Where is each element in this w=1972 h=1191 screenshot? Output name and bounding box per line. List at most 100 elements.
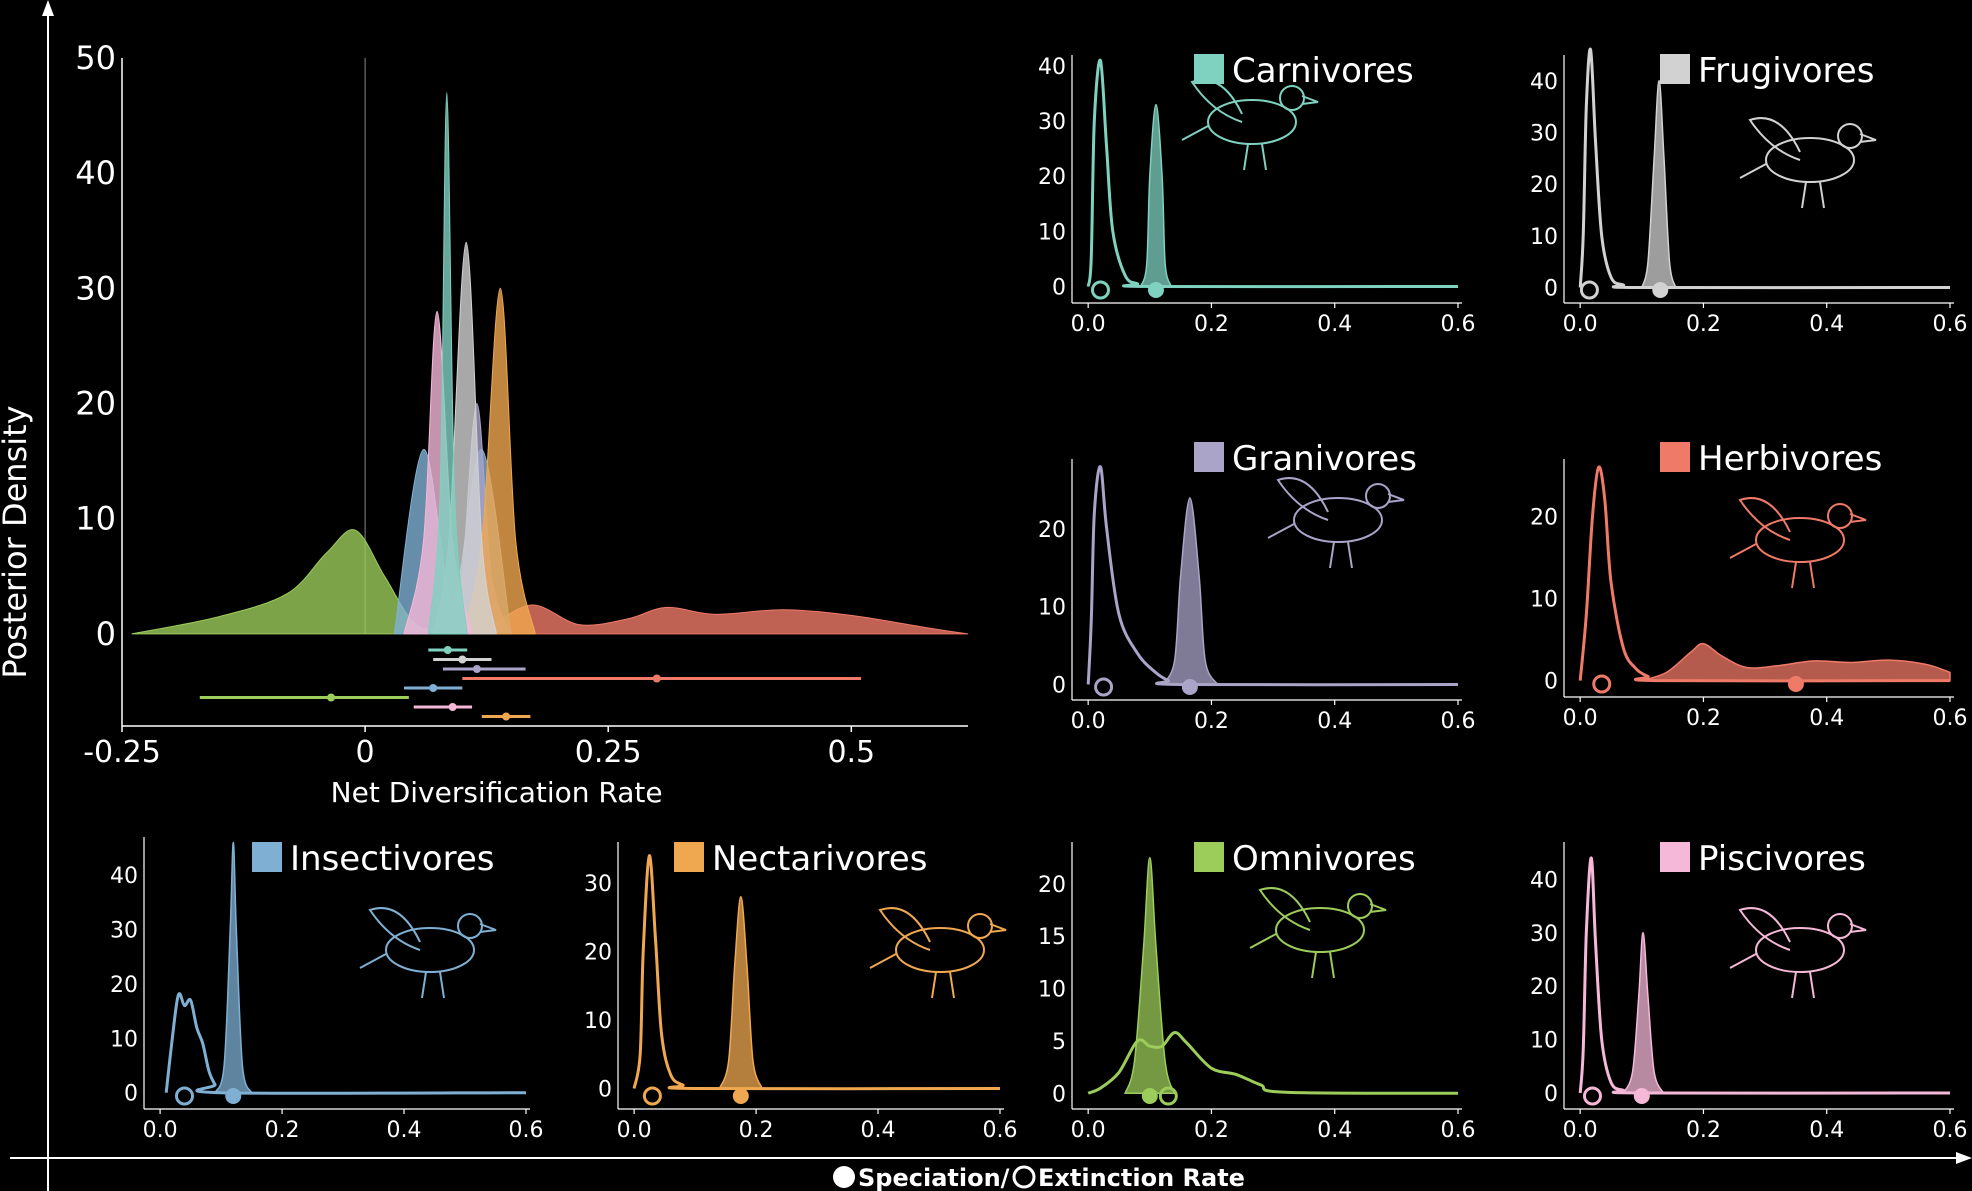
speciation-density <box>718 896 764 1090</box>
panel-y-tick-label: 30 <box>110 918 138 943</box>
panel-y-tick-label: 30 <box>1038 110 1066 135</box>
panel-omnivores: 0.0 0.2 0.4 0.6 0 5 10 15 20 Omnivores <box>1038 839 1476 1143</box>
insectivores-bird-icon <box>359 907 497 999</box>
panel-title: Granivores <box>1232 439 1417 479</box>
net-diversification-chart: -0.25 0 0.25 0.5 0 10 20 30 40 50 Net Diversificat… <box>75 39 969 809</box>
bird-body <box>385 927 475 973</box>
interval-median-granivores <box>472 665 481 673</box>
speciation-median-marker <box>1787 676 1804 692</box>
panel-y-tick-label: 40 <box>1530 70 1558 95</box>
main-y-tick-label: 40 <box>75 154 116 192</box>
legend-swatch <box>1194 54 1224 84</box>
legend-swatch <box>1660 442 1690 472</box>
speciation-median-marker <box>1147 282 1164 298</box>
panel-x-tick-label: 0.2 <box>1686 1118 1721 1143</box>
bird-beak <box>479 923 497 933</box>
bird-legs-tail <box>1181 125 1267 171</box>
panel-x-tick-label: 0.6 <box>983 1118 1018 1143</box>
bird-head <box>1365 483 1391 509</box>
bird-beak <box>989 923 1007 933</box>
bird-body <box>1207 99 1297 145</box>
panel-y-tick-label: 10 <box>110 1027 138 1052</box>
bird-beak <box>1301 95 1319 105</box>
legend-swatch <box>1194 842 1224 872</box>
panel-y-tick-label: 20 <box>1038 518 1066 543</box>
speciation-median-marker <box>1652 282 1669 298</box>
bird-wing <box>1190 79 1243 123</box>
legend-swatch <box>1660 842 1690 872</box>
bird-head <box>1837 123 1863 149</box>
legend-swatch <box>252 842 282 872</box>
bird-legs-tail <box>1729 543 1815 589</box>
panel-title: Insectivores <box>290 839 494 879</box>
panel-y-tick-label: 40 <box>110 864 138 889</box>
panel-x-tick-label: 0.0 <box>617 1118 652 1143</box>
nectarivores-bird-icon <box>869 907 1007 999</box>
panel-insectivores: 0.0 0.2 0.4 0.6 0 10 20 30 40 Insectivores <box>110 837 544 1143</box>
panel-title: Herbivores <box>1698 439 1882 479</box>
legend-swatch <box>674 842 704 872</box>
extinction-density <box>1578 465 1951 683</box>
speciation-median-marker <box>732 1088 749 1104</box>
speciation-density <box>1160 497 1219 686</box>
speciation-median-marker <box>1141 1088 1158 1104</box>
panel-nectarivores: 0.0 0.2 0.4 0.6 0 10 20 30 Nectarivores <box>584 839 1018 1143</box>
main-y-tick-label: 10 <box>75 500 116 538</box>
bird-head <box>457 913 483 939</box>
panel-title: Carnivores <box>1232 51 1414 91</box>
bird-wing <box>368 907 421 951</box>
interval-median-piscivores <box>448 703 457 711</box>
bird-legs-tail <box>1739 163 1825 209</box>
bird-beak <box>1387 493 1405 503</box>
panel-y-tick-label: 0 <box>1544 670 1558 695</box>
legend-swatch <box>1660 54 1690 84</box>
extinction-density <box>1086 58 1459 289</box>
panel-x-tick-label: 0.6 <box>1441 1118 1476 1143</box>
panel-y-tick-label: 20 <box>1530 975 1558 1000</box>
bird-legs-tail <box>1249 933 1335 979</box>
panel-x-tick-label: 0.6 <box>1441 709 1476 734</box>
speciation-density <box>1622 932 1665 1094</box>
main-y-tick-label: 30 <box>75 269 116 307</box>
panel-y-tick-label: 30 <box>1530 122 1558 147</box>
panel-x-tick-label: 0.0 <box>1071 312 1106 337</box>
omnivores-bird-icon <box>1249 887 1387 979</box>
bird-legs-tail <box>1267 523 1353 569</box>
extinction-median-marker <box>1592 674 1612 694</box>
extinction-median-marker <box>642 1086 662 1106</box>
extinction-median-marker <box>1090 280 1110 300</box>
panel-y-tick-label: 40 <box>1038 55 1066 80</box>
panel-x-tick-label: 0.6 <box>1933 1118 1968 1143</box>
speciation-median-marker <box>225 1088 242 1104</box>
main-y-tick-label: 20 <box>75 385 116 423</box>
extinction-median-marker <box>1158 1086 1178 1106</box>
bird-head <box>1827 913 1853 939</box>
panel-y-tick-label: 0 <box>124 1082 138 1107</box>
panel-x-tick-label: 0.2 <box>1194 312 1229 337</box>
guild-panels: 0.0 0.2 0.4 0.6 0 10 20 30 40 Carnivores 0.0 0.2 0.4… <box>110 47 1968 1143</box>
bird-wing <box>1258 887 1311 931</box>
extinction-density <box>164 992 527 1095</box>
speciation-filled-circle-icon <box>833 1166 855 1188</box>
panel-x-tick-label: 0.2 <box>1194 1118 1229 1143</box>
bird-legs-tail <box>1729 953 1815 999</box>
panel-y-tick-label: 0 <box>1052 1082 1066 1107</box>
main-y-tick-label: 0 <box>96 615 116 653</box>
bird-beak <box>1849 923 1867 933</box>
extinction-density <box>1578 47 1951 290</box>
extinction-median-marker <box>1579 280 1599 300</box>
interval-median-nectarivores <box>502 712 511 721</box>
extinction-median-marker <box>174 1086 194 1106</box>
bird-body <box>1765 137 1855 183</box>
global-axes <box>10 0 1972 1191</box>
interval-median-omnivores <box>327 693 336 702</box>
bird-body <box>1755 927 1845 973</box>
panel-x-tick-label: 0.0 <box>1563 706 1598 731</box>
panel-y-tick-label: 20 <box>1038 165 1066 190</box>
bird-beak <box>1369 903 1387 913</box>
bird-body <box>1293 497 1383 543</box>
y-axis-label: Posterior Density <box>0 405 34 678</box>
main-y-tick-label: 50 <box>75 39 116 77</box>
panel-y-tick-label: 10 <box>1530 1029 1558 1054</box>
panel-x-tick-label: 0.0 <box>1563 312 1598 337</box>
